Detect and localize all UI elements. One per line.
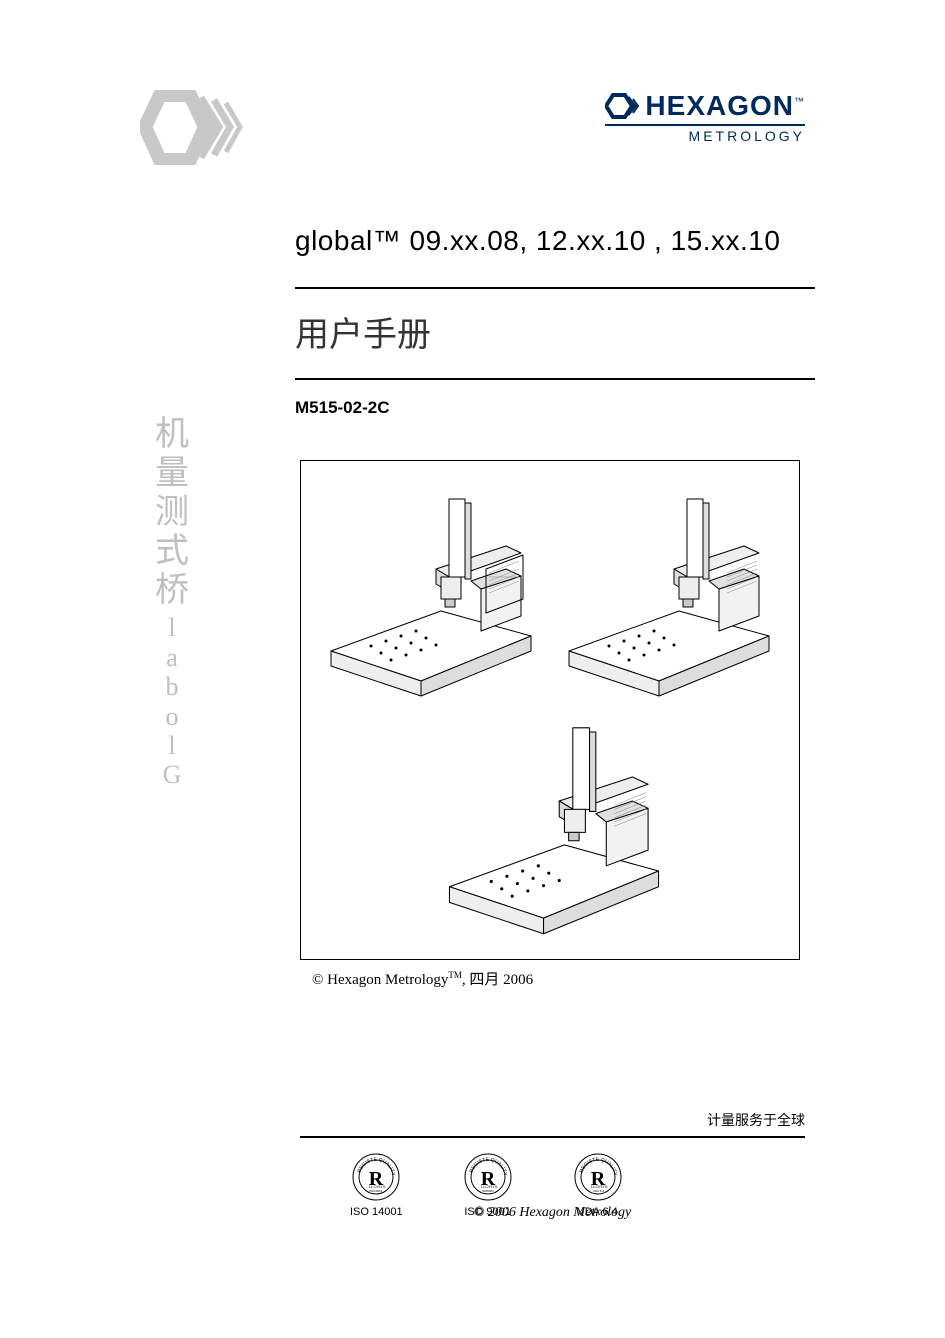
- brand-tm: ™: [794, 97, 805, 108]
- quality-seal-icon: REGISTE QUALITY ASSUR R LLOYD'S VDA 6.4: [573, 1152, 623, 1202]
- side-lat-4: l: [168, 734, 175, 757]
- side-lat-3: o: [166, 705, 179, 728]
- side-cjk-2: 测: [155, 493, 189, 532]
- quality-seal-icon: REGISTE QUALITY ASSUR R LLOYD'S ISO9001: [463, 1152, 513, 1202]
- brand-sub: METROLOGY: [605, 128, 805, 144]
- figure-box: [300, 460, 800, 960]
- footer: 计量服务于全球 REGISTE QUALITY ASSUR R LLOYD'S …: [300, 1110, 805, 1218]
- hexagon-chevron-icon: [140, 90, 250, 170]
- product-line: global™ 09.xx.08, 12.xx.10 , 15.xx.10: [295, 225, 815, 257]
- doc-number: M515-02-2C: [295, 398, 815, 418]
- side-cjk-3: 式: [155, 532, 189, 571]
- cmm-machine-3: [439, 709, 669, 939]
- cmm-machine-1: [321, 481, 541, 701]
- brand-logo: HEXAGON™ METROLOGY: [605, 90, 805, 144]
- brand-divider: [605, 124, 805, 126]
- cmm-machine-2: [559, 481, 779, 701]
- side-cjk-4: 桥: [155, 571, 189, 610]
- title-divider-2: [295, 378, 815, 380]
- caption-tm: TM: [448, 970, 462, 980]
- title-divider-1: [295, 287, 815, 289]
- footer-divider: [300, 1136, 805, 1138]
- figure-caption: © Hexagon MetrologyTM, 四月 2006: [312, 968, 533, 989]
- side-lat-5: G: [163, 763, 182, 786]
- hexagon-small-icon: [605, 93, 639, 119]
- svg-text:ISO14001: ISO14001: [369, 1189, 383, 1193]
- page: HEXAGON™ METROLOGY global™ 09.xx.08, 12.…: [0, 0, 945, 1338]
- title-block: global™ 09.xx.08, 12.xx.10 , 15.xx.10 用户…: [295, 225, 815, 418]
- caption-prefix: © Hexagon Metrology: [312, 972, 448, 988]
- side-vertical-text: 机 量 测 式 桥 l a b o l G: [155, 415, 189, 787]
- side-cjk-0: 机: [155, 415, 189, 454]
- side-cjk-1: 量: [155, 454, 189, 493]
- footer-copyright: © 2006 Hexagon Metrology: [300, 1205, 805, 1221]
- side-lat-1: a: [166, 646, 178, 669]
- svg-text:VDA 6.4: VDA 6.4: [593, 1189, 604, 1193]
- caption-suffix: , 四月 2006: [462, 972, 533, 988]
- quality-seal-icon: REGISTE QUALITY ASSUR R LLOYD'S ISO14001: [351, 1152, 401, 1202]
- footer-tagline: 计量服务于全球: [300, 1110, 805, 1130]
- svg-text:ISO9001: ISO9001: [482, 1189, 494, 1193]
- side-lat-0: l: [168, 616, 175, 639]
- side-lat-2: b: [166, 675, 179, 698]
- subtitle: 用户手册: [295, 307, 815, 356]
- brand-name: HEXAGON: [645, 90, 794, 121]
